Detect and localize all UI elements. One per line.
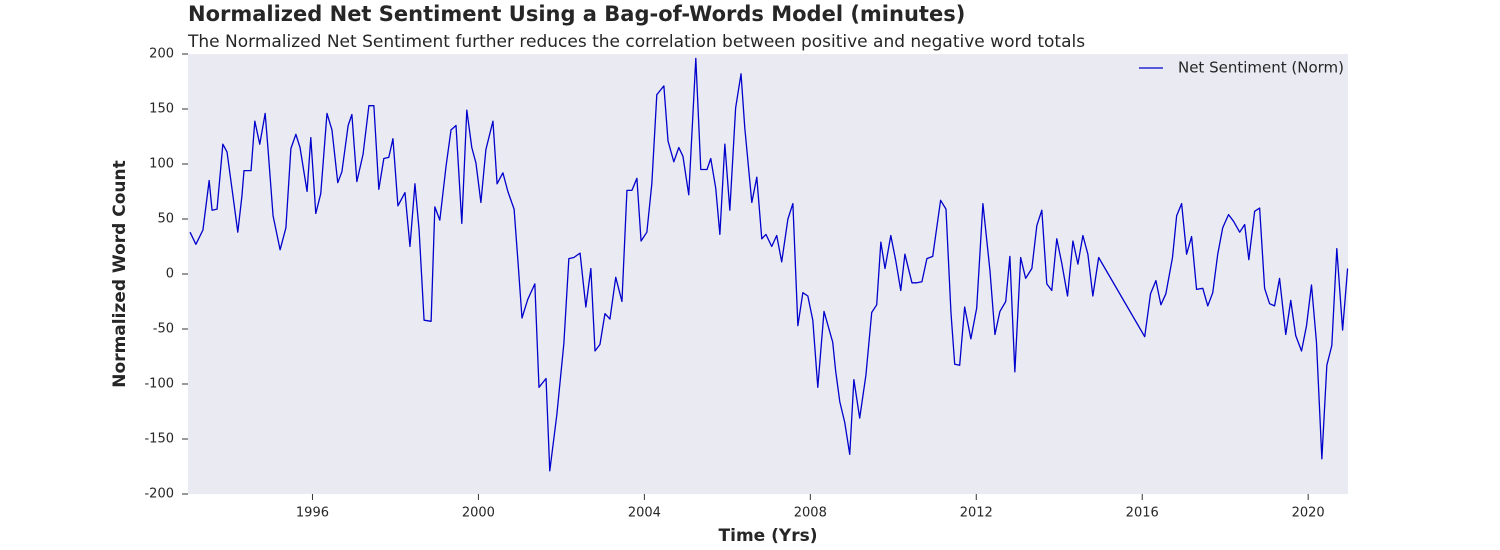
x-tick-label: 2016 [1126, 506, 1159, 521]
y-tick-label: 50 [157, 212, 174, 227]
series-line [189, 57, 1349, 472]
x-tick-label: 2004 [628, 506, 661, 521]
plot-area [188, 54, 1348, 494]
x-tick-label: 2020 [1292, 506, 1325, 521]
y-tick-label: -150 [144, 432, 174, 447]
y-tick-label: 0 [166, 267, 174, 282]
y-tick-label: 200 [149, 47, 174, 62]
y-tick-label: -50 [153, 322, 174, 337]
x-tick-label: 2008 [794, 506, 827, 521]
y-tick-label: 100 [149, 157, 174, 172]
y-axis-label: Normalized Word Count [110, 160, 130, 387]
legend-label: Net Sentiment (Norm) [1178, 59, 1344, 77]
chart-title: Normalized Net Sentiment Using a Bag-of-… [188, 2, 965, 26]
y-tick-label: -200 [144, 487, 174, 502]
x-axis-label: Time (Yrs) [719, 526, 818, 546]
chart-subtitle: The Normalized Net Sentiment further red… [187, 32, 1085, 52]
y-tick-label: 150 [149, 102, 174, 117]
x-tick-label: 1996 [296, 506, 329, 521]
y-tick-label: -100 [144, 377, 174, 392]
x-tick-label: 2000 [462, 506, 495, 521]
x-tick-label: 2012 [960, 506, 993, 521]
